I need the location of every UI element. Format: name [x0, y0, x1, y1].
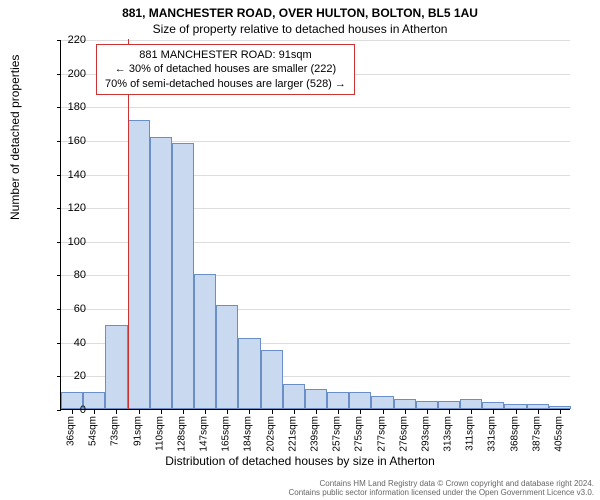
xtick-label: 147sqm: [199, 416, 210, 452]
xtick-mark: [427, 410, 428, 414]
histogram-bar: [482, 402, 504, 409]
xtick-label: 275sqm: [354, 416, 365, 452]
infobox-line-2: ← 30% of detached houses are smaller (22…: [105, 62, 346, 76]
xtick-label: 91sqm: [132, 416, 143, 446]
ytick-label: 40: [46, 337, 86, 349]
xtick-label: 110sqm: [154, 416, 165, 451]
gridline: [61, 40, 570, 41]
ytick-label: 140: [46, 169, 86, 181]
histogram-bar: [283, 384, 305, 409]
xtick-mark: [272, 410, 273, 414]
xtick-mark: [516, 410, 517, 414]
histogram-bar: [305, 389, 327, 409]
histogram-bar: [172, 143, 194, 409]
histogram-bar: [394, 399, 416, 409]
attribution-footer: Contains HM Land Registry data © Crown c…: [288, 479, 594, 498]
x-axis-label: Distribution of detached houses by size …: [0, 454, 600, 468]
histogram-bar: [549, 406, 571, 409]
chart-subtitle: Size of property relative to detached ho…: [0, 20, 600, 38]
ytick-label: 200: [46, 68, 86, 80]
xtick-label: 128sqm: [176, 416, 187, 452]
histogram-bar: [371, 396, 393, 409]
xtick-label: 54sqm: [88, 416, 99, 446]
xtick-label: 331sqm: [487, 416, 498, 452]
ytick-label: 220: [46, 34, 86, 46]
histogram-bar: [527, 404, 549, 409]
footer-line-2: Contains public sector information licen…: [288, 488, 594, 498]
chart-title: 881, MANCHESTER ROAD, OVER HULTON, BOLTO…: [0, 0, 600, 20]
histogram-bar: [327, 392, 349, 409]
xtick-mark: [471, 410, 472, 414]
xtick-label: 368sqm: [509, 416, 520, 452]
xtick-label: 202sqm: [265, 416, 276, 452]
xtick-mark: [161, 410, 162, 414]
histogram-bar: [105, 325, 127, 409]
xtick-label: 387sqm: [531, 416, 542, 452]
histogram-bar: [416, 401, 438, 409]
xtick-label: 221sqm: [287, 416, 298, 452]
xtick-label: 73sqm: [110, 416, 121, 446]
xtick-mark: [116, 410, 117, 414]
xtick-mark: [538, 410, 539, 414]
histogram-bar: [349, 392, 371, 409]
ytick-label: 0: [46, 404, 86, 416]
xtick-mark: [316, 410, 317, 414]
xtick-label: 257sqm: [332, 416, 343, 452]
xtick-mark: [94, 410, 95, 414]
xtick-mark: [360, 410, 361, 414]
xtick-mark: [449, 410, 450, 414]
histogram-bar: [261, 350, 283, 409]
histogram-bar: [504, 404, 526, 409]
histogram-bar: [438, 401, 460, 409]
xtick-label: 276sqm: [398, 416, 409, 452]
ytick-label: 60: [46, 303, 86, 315]
xtick-mark: [183, 410, 184, 414]
xtick-label: 36sqm: [66, 416, 77, 446]
histogram-bar: [460, 399, 482, 409]
reference-info-box: 881 MANCHESTER ROAD: 91sqm ← 30% of deta…: [96, 44, 355, 95]
xtick-label: 277sqm: [376, 416, 387, 452]
y-axis-label: Number of detached properties: [8, 55, 22, 220]
xtick-mark: [383, 410, 384, 414]
xtick-label: 165sqm: [221, 416, 232, 452]
histogram-bar: [150, 137, 172, 409]
footer-line-1: Contains HM Land Registry data © Crown c…: [288, 479, 594, 489]
xtick-mark: [405, 410, 406, 414]
xtick-label: 311sqm: [465, 416, 476, 451]
xtick-mark: [249, 410, 250, 414]
xtick-label: 239sqm: [310, 416, 321, 452]
xtick-label: 293sqm: [420, 416, 431, 452]
histogram-bar: [128, 120, 150, 409]
ytick-label: 160: [46, 135, 86, 147]
xtick-mark: [227, 410, 228, 414]
xtick-label: 405sqm: [553, 416, 564, 452]
infobox-line-3: 70% of semi-detached houses are larger (…: [105, 77, 346, 91]
histogram-bar: [194, 274, 216, 409]
ytick-label: 20: [46, 370, 86, 382]
xtick-mark: [294, 410, 295, 414]
xtick-mark: [139, 410, 140, 414]
xtick-mark: [560, 410, 561, 414]
chart-plot-area: [60, 40, 570, 410]
xtick-label: 184sqm: [243, 416, 254, 452]
gridline: [61, 107, 570, 108]
xtick-mark: [205, 410, 206, 414]
histogram-bar: [238, 338, 260, 409]
histogram-bar: [83, 392, 105, 409]
histogram-bar: [216, 305, 238, 409]
ytick-label: 100: [46, 236, 86, 248]
xtick-label: 313sqm: [443, 416, 454, 452]
xtick-mark: [493, 410, 494, 414]
xtick-mark: [338, 410, 339, 414]
ytick-label: 80: [46, 269, 86, 281]
ytick-label: 120: [46, 202, 86, 214]
ytick-label: 180: [46, 101, 86, 113]
infobox-line-1: 881 MANCHESTER ROAD: 91sqm: [105, 48, 346, 62]
